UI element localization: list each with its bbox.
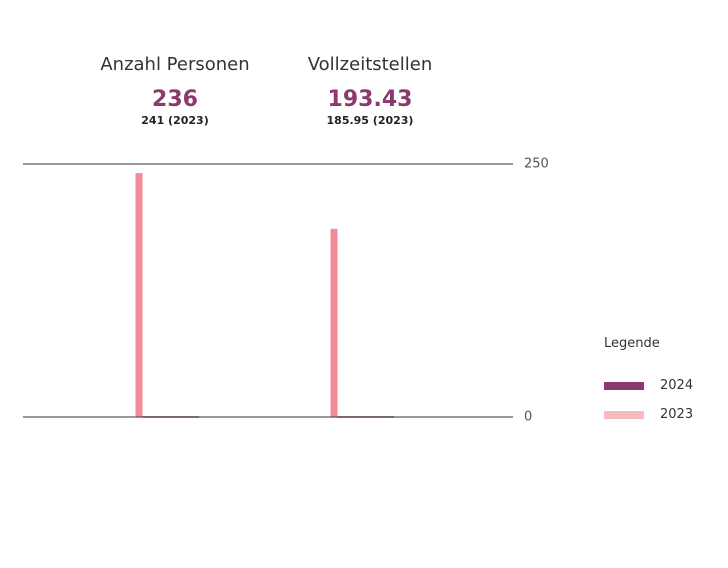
kpi-previous-value: 241 (2023): [141, 114, 209, 127]
kpi-title: Vollzeitstellen: [307, 54, 433, 75]
kpi-title: Anzahl Personen: [100, 54, 250, 75]
bar-2023-vollzeitstellen: [330, 228, 338, 417]
legend-label: 2024: [660, 378, 694, 393]
legend-item-2023: 2023: [604, 400, 693, 429]
legend: Legende 2024 2023: [604, 336, 693, 429]
legend-title: Legende: [604, 336, 660, 351]
bar-2023-anzahl-personen: [135, 173, 143, 417]
kpi-anzahl-personen: Anzahl Personen 236 241 (2023): [75, 54, 275, 127]
kpi-value: 236: [152, 87, 198, 112]
kpi-previous-value: 185.95 (2023): [326, 114, 414, 127]
y-tick-label: 0: [524, 410, 532, 425]
legend-swatch-2024: [604, 381, 644, 390]
kpi-value: 193.43: [327, 87, 413, 112]
legend-label: 2023: [660, 407, 694, 422]
kpi-vollzeitstellen: Vollzeitstellen 193.43 185.95 (2023): [270, 54, 470, 127]
legend-item-2024: 2024: [604, 371, 693, 400]
y-tick-label: 250: [524, 157, 549, 172]
legend-swatch-2023: [604, 410, 644, 419]
